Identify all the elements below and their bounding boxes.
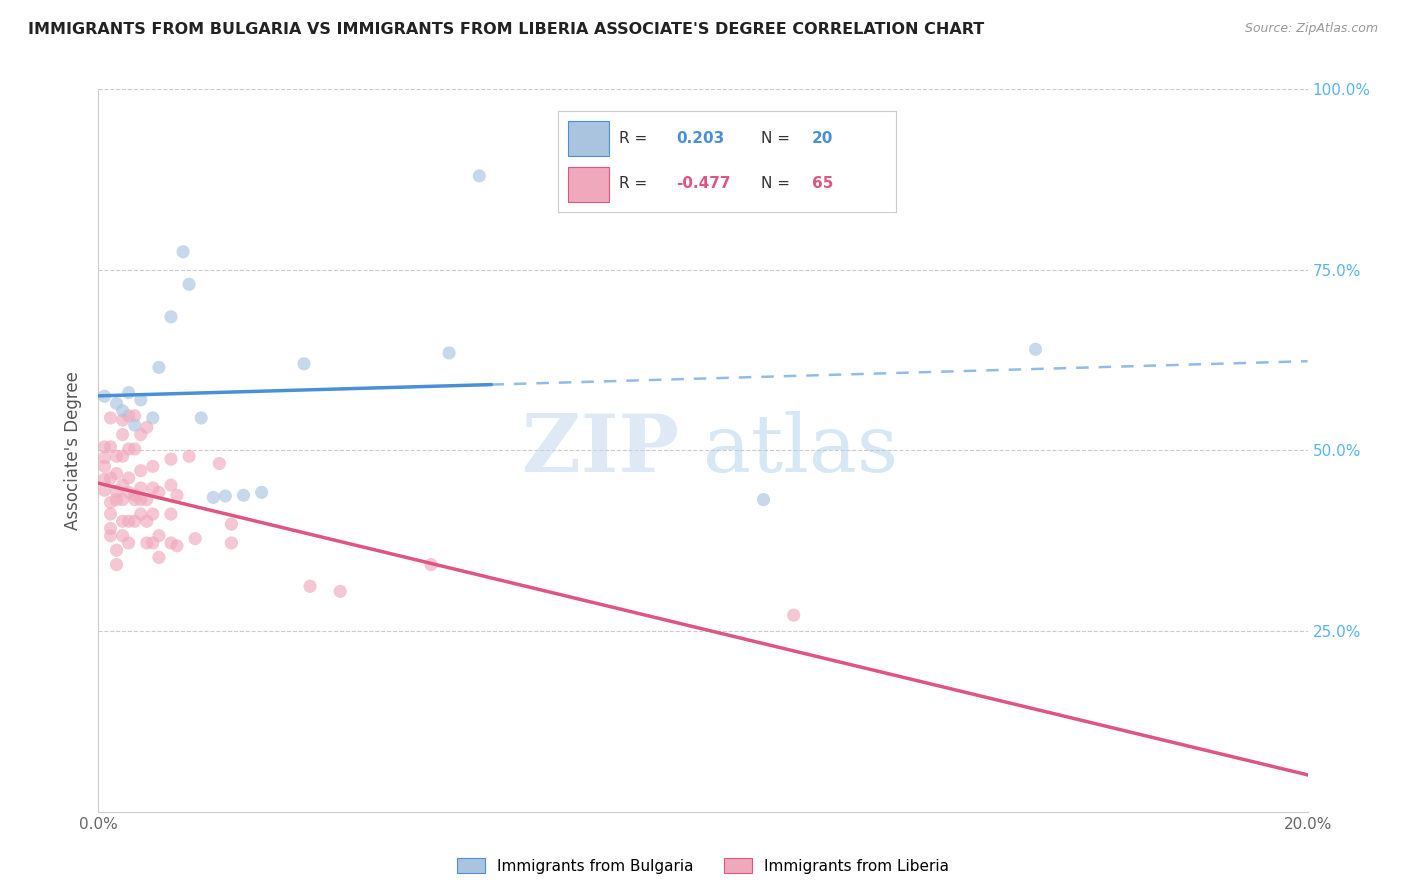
Point <box>118 485 141 500</box>
Text: atlas: atlas <box>703 411 898 490</box>
Point <box>190 411 212 425</box>
Point <box>111 403 134 417</box>
Point <box>142 481 165 495</box>
Point <box>179 277 201 292</box>
Text: IMMIGRANTS FROM BULGARIA VS IMMIGRANTS FROM LIBERIA ASSOCIATE'S DEGREE CORRELATI: IMMIGRANTS FROM BULGARIA VS IMMIGRANTS F… <box>28 22 984 37</box>
Point <box>129 492 152 507</box>
Point <box>100 411 122 425</box>
Point <box>118 385 141 400</box>
Point <box>202 491 225 505</box>
Point <box>135 514 157 528</box>
Point <box>118 536 141 550</box>
Point <box>111 514 134 528</box>
Point <box>105 558 128 572</box>
Point <box>172 244 194 259</box>
Point <box>135 420 157 434</box>
Point <box>105 449 128 463</box>
Point <box>142 507 165 521</box>
Point <box>100 529 122 543</box>
Point <box>160 310 183 324</box>
Point <box>166 488 188 502</box>
Point <box>292 357 315 371</box>
Point <box>129 507 152 521</box>
Point <box>1024 343 1046 357</box>
Point <box>124 492 146 507</box>
Point <box>111 413 134 427</box>
Point <box>148 550 170 565</box>
Point <box>111 449 134 463</box>
Point <box>783 608 806 623</box>
Point <box>437 346 460 360</box>
Point <box>124 409 146 423</box>
Point <box>129 481 152 495</box>
Point <box>184 532 207 546</box>
Point <box>105 396 128 410</box>
Point <box>105 543 128 558</box>
Point <box>105 467 128 481</box>
Point <box>118 442 141 456</box>
Text: ZIP: ZIP <box>522 411 679 490</box>
Text: Source: ZipAtlas.com: Source: ZipAtlas.com <box>1244 22 1378 36</box>
Point <box>160 452 183 467</box>
Point <box>93 450 115 465</box>
Point <box>118 471 141 485</box>
Point <box>420 558 443 572</box>
Point <box>752 492 775 507</box>
Point <box>135 536 157 550</box>
Point <box>160 536 183 550</box>
Point <box>118 409 141 423</box>
Point <box>329 584 352 599</box>
Point <box>468 169 491 183</box>
Point <box>124 442 146 456</box>
Legend: Immigrants from Bulgaria, Immigrants from Liberia: Immigrants from Bulgaria, Immigrants fro… <box>451 852 955 880</box>
Point <box>100 495 122 509</box>
Point <box>166 539 188 553</box>
Point <box>111 427 134 442</box>
Point <box>179 449 201 463</box>
Point <box>221 536 243 550</box>
Point <box>129 464 152 478</box>
Point <box>111 478 134 492</box>
Point <box>124 514 146 528</box>
Point <box>232 488 254 502</box>
Y-axis label: Associate's Degree: Associate's Degree <box>65 371 83 530</box>
Point <box>105 484 128 499</box>
Point <box>93 389 115 403</box>
Point <box>142 459 165 474</box>
Point <box>111 492 134 507</box>
Point <box>160 507 183 521</box>
Point <box>148 360 170 375</box>
Point <box>299 579 322 593</box>
Point <box>148 529 170 543</box>
Point <box>105 492 128 507</box>
Point <box>93 472 115 486</box>
Point <box>142 411 165 425</box>
Point <box>124 418 146 433</box>
Point <box>100 471 122 485</box>
Point <box>100 440 122 454</box>
Point <box>214 489 236 503</box>
Point <box>129 427 152 442</box>
Point <box>160 478 183 492</box>
Point <box>100 507 122 521</box>
Point <box>93 459 115 474</box>
Point <box>142 536 165 550</box>
Point <box>129 392 152 407</box>
Point <box>93 483 115 498</box>
Point <box>208 457 231 471</box>
Point <box>135 492 157 507</box>
Point <box>250 485 273 500</box>
Point <box>124 488 146 502</box>
Point <box>221 517 243 532</box>
Point <box>100 521 122 535</box>
Point <box>148 485 170 500</box>
Point <box>118 514 141 528</box>
Point <box>111 529 134 543</box>
Point <box>93 440 115 454</box>
